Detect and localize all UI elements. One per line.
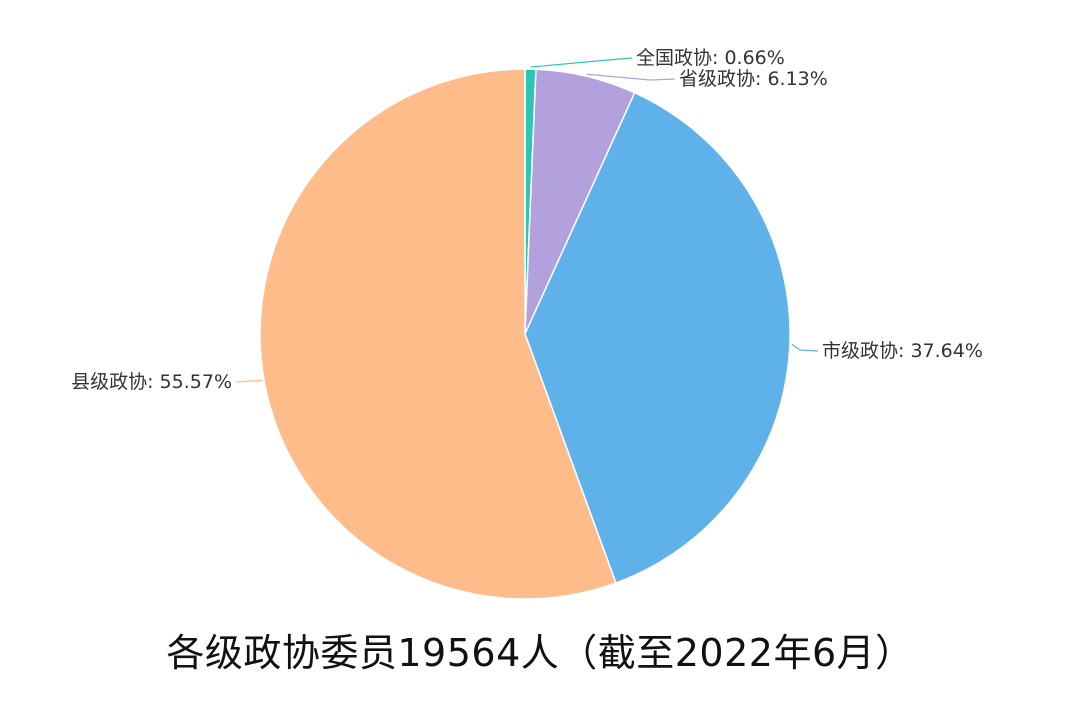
slice-label-provincial: 省级政协: 6.13% (679, 68, 828, 90)
pie-slice-city (524, 91, 791, 584)
leader-line-county (235, 379, 263, 383)
leader-line-national (530, 57, 633, 68)
pie-slices (259, 68, 791, 600)
leader-lines (235, 57, 819, 383)
chart-title: 各级政协委员19564人（截至2022年6月） (166, 631, 914, 675)
slice-label-county: 县级政协: 55.57% (71, 371, 232, 393)
leader-line-provincial (586, 73, 676, 81)
pie-slice-county (259, 68, 617, 600)
leader-line-city (791, 343, 819, 352)
slice-label-national: 全国政协: 0.66% (636, 47, 785, 69)
slice-labels: 全国政协: 0.66% 省级政协: 6.13% 市级政协: 37.64% 县级政… (71, 47, 983, 393)
slice-label-city: 市级政协: 37.64% (822, 340, 983, 362)
